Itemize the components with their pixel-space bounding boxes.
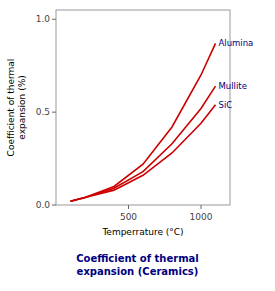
y-tick xyxy=(52,112,56,113)
lines xyxy=(71,43,216,201)
x-axis-label: Temperrature (°C) xyxy=(101,227,183,237)
x-tick xyxy=(128,205,129,209)
x-tick xyxy=(201,205,202,209)
y-tick-label: 0.0 xyxy=(36,200,51,210)
chart: 500 1000 0.0 0.5 1.0 Alumina Mullite SiC Temperr… xyxy=(0,0,275,291)
line xyxy=(71,86,216,201)
y-tick-label: 1.0 xyxy=(36,14,51,24)
y-tick xyxy=(52,19,56,20)
title: Coefficient of thermalexpansion (Ceramic… xyxy=(76,253,199,277)
line xyxy=(71,105,216,202)
series-label: Alumina xyxy=(219,38,254,48)
y-tick xyxy=(52,205,56,206)
plot-frame xyxy=(56,10,230,205)
line xyxy=(71,43,216,201)
x-tick-label: 1000 xyxy=(190,212,213,222)
y-axis-label: Coefficient of thermalexpansion (%) xyxy=(6,59,27,157)
x-tick-label: 500 xyxy=(120,212,137,222)
y-tick-label: 0.5 xyxy=(36,107,50,117)
series-label: Mullite xyxy=(219,81,247,91)
series-label: SiC xyxy=(219,100,233,110)
